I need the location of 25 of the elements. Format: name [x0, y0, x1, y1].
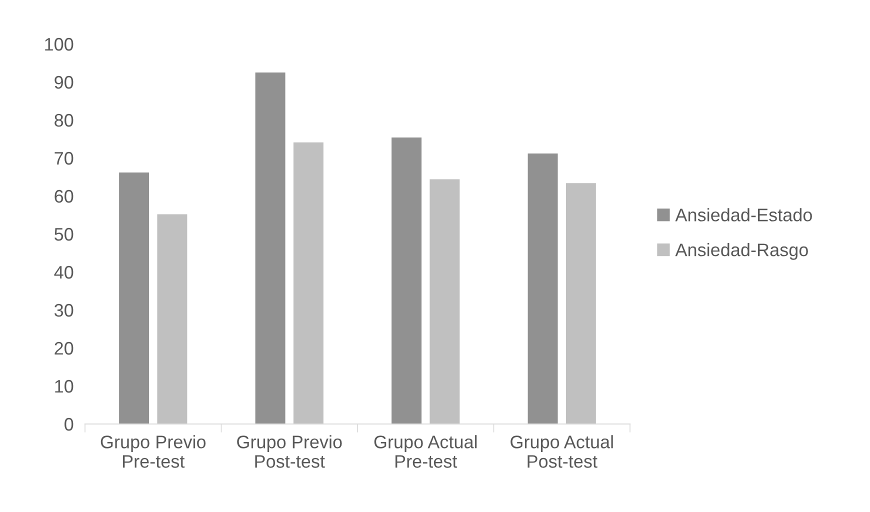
- y-tick-label: 60: [54, 190, 74, 203]
- y-tick-label: 0: [64, 418, 74, 431]
- y-tick-label: 40: [54, 266, 74, 279]
- bar: [255, 72, 286, 424]
- y-tick-label: 70: [54, 152, 74, 165]
- bar: [392, 137, 422, 424]
- x-tick-label: Grupo Actual Post-test: [510, 435, 613, 468]
- y-tick-label: 30: [54, 304, 74, 317]
- bar: [528, 153, 558, 424]
- bar: [430, 179, 460, 424]
- legend-label: Ansiedad-Estado: [675, 208, 812, 222]
- x-tick-label: Grupo Previo Pre-test: [100, 435, 206, 468]
- bar: [293, 142, 324, 424]
- x-tick-label: Grupo Actual Pre-test: [374, 435, 477, 468]
- y-tick-label: 20: [54, 342, 74, 355]
- legend-label: Ansiedad-Rasgo: [675, 243, 808, 260]
- x-tick-label: Grupo Previo Post-test: [237, 435, 342, 468]
- bar: [157, 214, 188, 424]
- y-tick-label: 50: [54, 228, 74, 241]
- bar: [566, 183, 596, 424]
- y-tick-label: 10: [55, 380, 74, 393]
- y-tick-label: 90: [54, 76, 74, 89]
- bar: [119, 172, 150, 424]
- y-tick-label: 100: [45, 38, 74, 51]
- y-tick-label: 80: [54, 114, 74, 127]
